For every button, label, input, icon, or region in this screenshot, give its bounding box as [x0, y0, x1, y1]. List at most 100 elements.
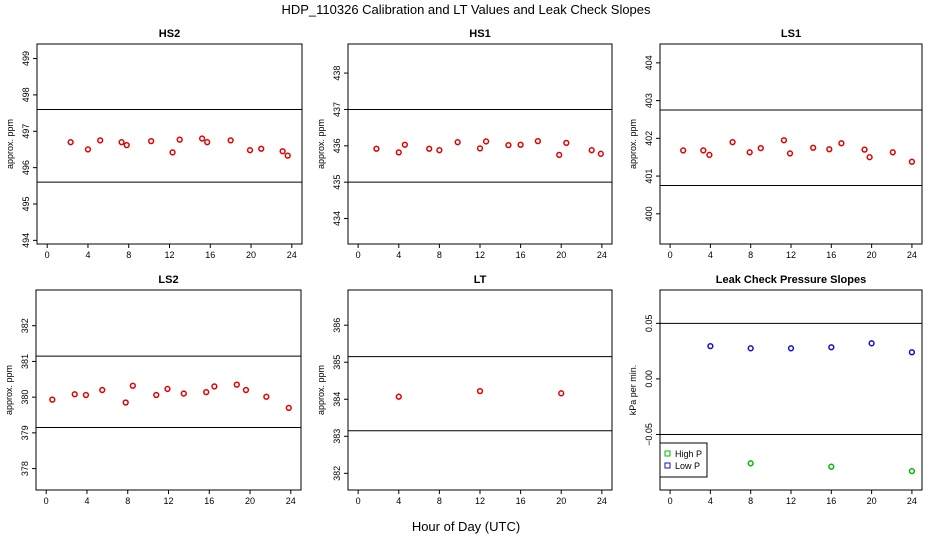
data-point [706, 151, 713, 159]
x-tick-label: 24 [907, 496, 917, 506]
data-point [588, 147, 595, 154]
y-tick-label: 499 [21, 51, 31, 66]
y-tick-label: 385 [332, 355, 342, 370]
x-tick-label: 4 [708, 250, 713, 260]
data-point [747, 345, 754, 352]
x-tick-label: 20 [245, 496, 255, 506]
data-point [680, 147, 687, 154]
data-point [482, 138, 490, 145]
y-tick-label: 380 [20, 390, 30, 405]
data-point [118, 139, 125, 146]
y-axis-label: kPa per min. [628, 365, 638, 416]
x-tick-label: 12 [786, 496, 796, 506]
data-point [746, 149, 753, 156]
data-point [828, 344, 835, 351]
panels: HS2 0 4 8 12 16 20 24 494 495 496 497 498 499 approx. … [4, 28, 923, 506]
data-point [246, 147, 254, 154]
data-point [786, 150, 794, 157]
data-point [908, 158, 916, 165]
data-point [454, 139, 461, 146]
data-point [476, 145, 484, 152]
panel-hs1: HS1 0 4 8 12 16 20 24 434 435 436 437 438 approx. ppm [316, 28, 613, 260]
data-point [233, 381, 240, 388]
y-tick-label: 434 [332, 211, 342, 226]
data-point [263, 393, 270, 400]
panel-leak: Leak Check Pressure Slopes 0 4 8 12 16 20 24 −0.… [628, 274, 923, 506]
x-tick-label: 12 [163, 496, 173, 506]
data-point [227, 137, 234, 144]
data-point [707, 342, 714, 350]
x-tick-label: 16 [205, 250, 215, 260]
x-tick-label: 12 [475, 250, 485, 260]
data-point [395, 149, 402, 156]
data-point [505, 141, 512, 149]
data-point [84, 146, 92, 153]
x-tick-label: 0 [356, 496, 361, 506]
legend-swatch [664, 462, 671, 469]
x-tick-label: 8 [126, 250, 131, 260]
data-point [908, 467, 916, 475]
data-point [780, 137, 788, 144]
data-point [284, 152, 291, 159]
y-tick-label: 402 [644, 131, 654, 146]
x-tick-label: 24 [907, 250, 917, 260]
x-tick-label: 8 [748, 250, 753, 260]
data-point [597, 150, 604, 157]
y-tick-label: −0.05 [644, 423, 654, 446]
data-point [242, 386, 250, 394]
data-point [476, 387, 484, 395]
figure-title: HDP_110326 Calibration and LT Values and… [281, 2, 651, 17]
y-tick-label: 382 [332, 466, 342, 481]
y-tick-label: 378 [20, 461, 30, 476]
panel-title: LT [474, 274, 487, 286]
x-tick-label: 4 [84, 496, 89, 506]
y-tick-label: 435 [332, 175, 342, 190]
data-point [810, 144, 817, 151]
x-tick-label: 20 [556, 250, 566, 260]
data-point [866, 154, 873, 161]
x-tick-label: 20 [867, 250, 877, 260]
data-point [258, 145, 265, 152]
data-point [82, 391, 90, 399]
data-point [198, 135, 206, 142]
x-tick-label: 20 [867, 496, 877, 506]
x-tick-label: 4 [396, 250, 401, 260]
y-tick-label: 0.05 [644, 315, 654, 333]
x-tick-label: 24 [597, 250, 607, 260]
panel-hs2: HS2 0 4 8 12 16 20 24 494 495 496 497 498 499 approx. … [5, 28, 303, 260]
x-axis-label: Hour of Day (UTC) [412, 519, 520, 534]
data-point [517, 141, 524, 148]
data-point [211, 383, 218, 390]
data-point [169, 149, 176, 156]
x-tick-label: 24 [597, 496, 607, 506]
x-tick-label: 8 [125, 496, 130, 506]
panel-title: Leak Check Pressure Slopes [716, 274, 866, 286]
y-tick-label: 401 [644, 169, 654, 184]
x-tick-label: 16 [826, 496, 836, 506]
x-tick-label: 12 [786, 250, 796, 260]
data-point [153, 391, 160, 399]
data-point [67, 139, 74, 146]
y-tick-label: 495 [21, 196, 31, 211]
y-tick-label: 0.00 [644, 370, 654, 388]
data-point [285, 404, 292, 412]
panel-title: LS2 [158, 274, 178, 286]
y-tick-label: 437 [332, 102, 342, 117]
panel-title: HS2 [159, 28, 180, 40]
x-tick-label: 0 [668, 250, 673, 260]
x-tick-label: 20 [556, 496, 566, 506]
data-point [49, 396, 56, 403]
x-tick-label: 16 [204, 496, 214, 506]
data-point [99, 386, 106, 394]
y-axis-label: approx. ppm [316, 365, 326, 415]
data-point [129, 382, 136, 389]
y-tick-label: 384 [332, 392, 342, 407]
data-point [757, 145, 764, 152]
data-point [908, 349, 916, 356]
y-axis-label: approx. ppm [628, 119, 638, 169]
y-tick-label: 383 [332, 429, 342, 444]
x-tick-label: 16 [516, 250, 526, 260]
x-tick-label: 8 [437, 250, 442, 260]
x-tick-label: 24 [286, 496, 296, 506]
